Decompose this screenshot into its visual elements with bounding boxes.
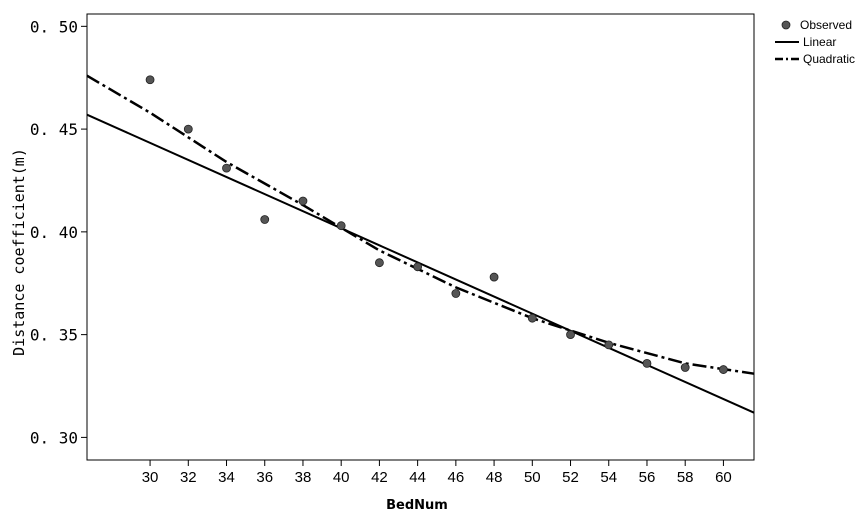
x-tick-label: 34 — [218, 469, 235, 486]
x-tick-label: 60 — [715, 469, 732, 486]
x-tick-label: 56 — [639, 469, 656, 486]
observed-point — [719, 365, 728, 374]
y-tick-label: 0. 50 — [30, 17, 78, 36]
x-tick-label: 36 — [256, 469, 273, 486]
observed-point — [527, 313, 537, 323]
observed-point — [642, 359, 652, 368]
x-tick-label: 42 — [371, 469, 388, 486]
x-tick-label: 40 — [333, 469, 350, 486]
legend-marker-observed — [781, 20, 791, 30]
observed-point — [451, 289, 461, 298]
x-tick-label: 48 — [486, 469, 503, 486]
x-tick-label: 32 — [180, 469, 197, 486]
observed-point — [489, 272, 499, 282]
observed-point — [375, 258, 384, 268]
x-tick-label: 54 — [600, 469, 617, 486]
x-tick-label: 52 — [562, 469, 579, 486]
y-tick-label: 0. 30 — [30, 428, 78, 447]
y-tick-label: 0. 35 — [30, 326, 78, 345]
y-axis-label: Distance coefficient(m) — [10, 148, 28, 356]
y-axis-ticks: 0. 30 0. 35 0. 40 0. 45 0. 50 — [30, 17, 87, 447]
plot-frame — [86, 13, 755, 461]
observed-point — [183, 124, 193, 134]
x-tick-label: 58 — [677, 469, 694, 486]
observed-points — [145, 75, 728, 374]
observed-point — [680, 363, 690, 372]
observed-point — [566, 330, 575, 340]
legend-label: Observed — [800, 18, 852, 32]
legend-label: Quadratic — [803, 52, 855, 66]
observed-point — [413, 262, 423, 272]
observed-point — [336, 221, 346, 231]
x-tick-label: 46 — [448, 469, 465, 486]
x-tick-label: 30 — [142, 469, 159, 486]
x-axis-ticks: 30 32 34 36 38 40 42 44 46 48 50 52 54 56 58 60 — [142, 460, 732, 486]
legend-label: Linear — [803, 35, 836, 49]
observed-point — [222, 163, 231, 173]
observed-point — [298, 196, 308, 206]
observed-point — [145, 75, 155, 85]
legend: Observed Linear Quadratic — [775, 18, 855, 66]
y-tick-label: 0. 45 — [30, 120, 78, 139]
x-tick-label: 38 — [295, 469, 312, 486]
x-axis-label: BedNum — [386, 498, 448, 513]
observed-point — [604, 340, 614, 350]
observed-point — [260, 215, 270, 224]
x-tick-label: 50 — [524, 469, 541, 486]
x-tick-label: 44 — [409, 469, 426, 486]
y-tick-label: 0. 40 — [30, 223, 78, 242]
